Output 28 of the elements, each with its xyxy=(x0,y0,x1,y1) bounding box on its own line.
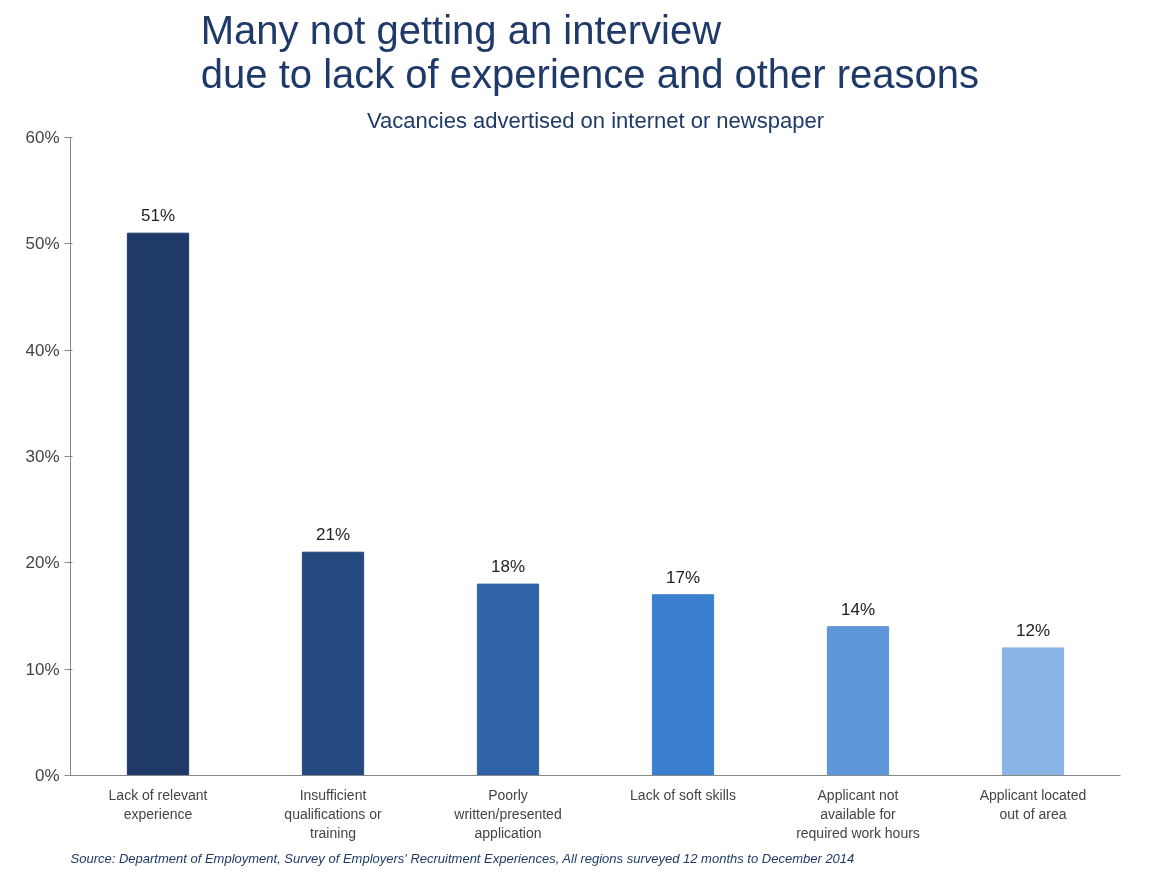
y-tick-label: 50% xyxy=(25,234,60,254)
x-tick-label: Lack of relevant experience xyxy=(108,786,208,822)
source-note: Source: Department of Employment, Survey of Employers' Recruitment Experiences, All regions surveyed 12 months to December 2014 xyxy=(70,850,855,866)
data-label: 14% xyxy=(840,599,876,619)
data-label: 18% xyxy=(490,557,526,577)
y-tick-label: 20% xyxy=(25,553,60,573)
bar xyxy=(126,232,190,776)
bar xyxy=(476,583,540,776)
bar xyxy=(826,626,890,776)
bar xyxy=(651,594,715,776)
data-label: 17% xyxy=(665,567,701,587)
chart-subtitle: Vacancies advertised on internet or newspaper xyxy=(367,107,824,133)
x-tick-label: Applicant located out of area xyxy=(979,786,1087,822)
x-tick-label: Applicant not available for required work hours xyxy=(796,786,920,841)
bar xyxy=(1001,647,1065,776)
data-label: 21% xyxy=(315,525,351,545)
y-tick-label: 40% xyxy=(25,340,60,360)
data-label: 51% xyxy=(140,206,176,226)
y-tick-label: 30% xyxy=(25,447,60,466)
x-tick-label: Insufficient qualifications or training xyxy=(284,786,382,841)
x-tick-label: Lack of soft skills xyxy=(630,786,736,803)
x-tick-label: Poorly written/presented application xyxy=(453,786,562,841)
bar xyxy=(301,551,365,776)
y-tick-label: 10% xyxy=(25,659,60,679)
data-label: 12% xyxy=(1015,620,1051,640)
chart-title: Many not getting an interview due to lack of experience and other reasons xyxy=(200,7,980,96)
y-tick-label: 0% xyxy=(34,766,60,785)
y-tick-label: 60% xyxy=(25,128,60,147)
